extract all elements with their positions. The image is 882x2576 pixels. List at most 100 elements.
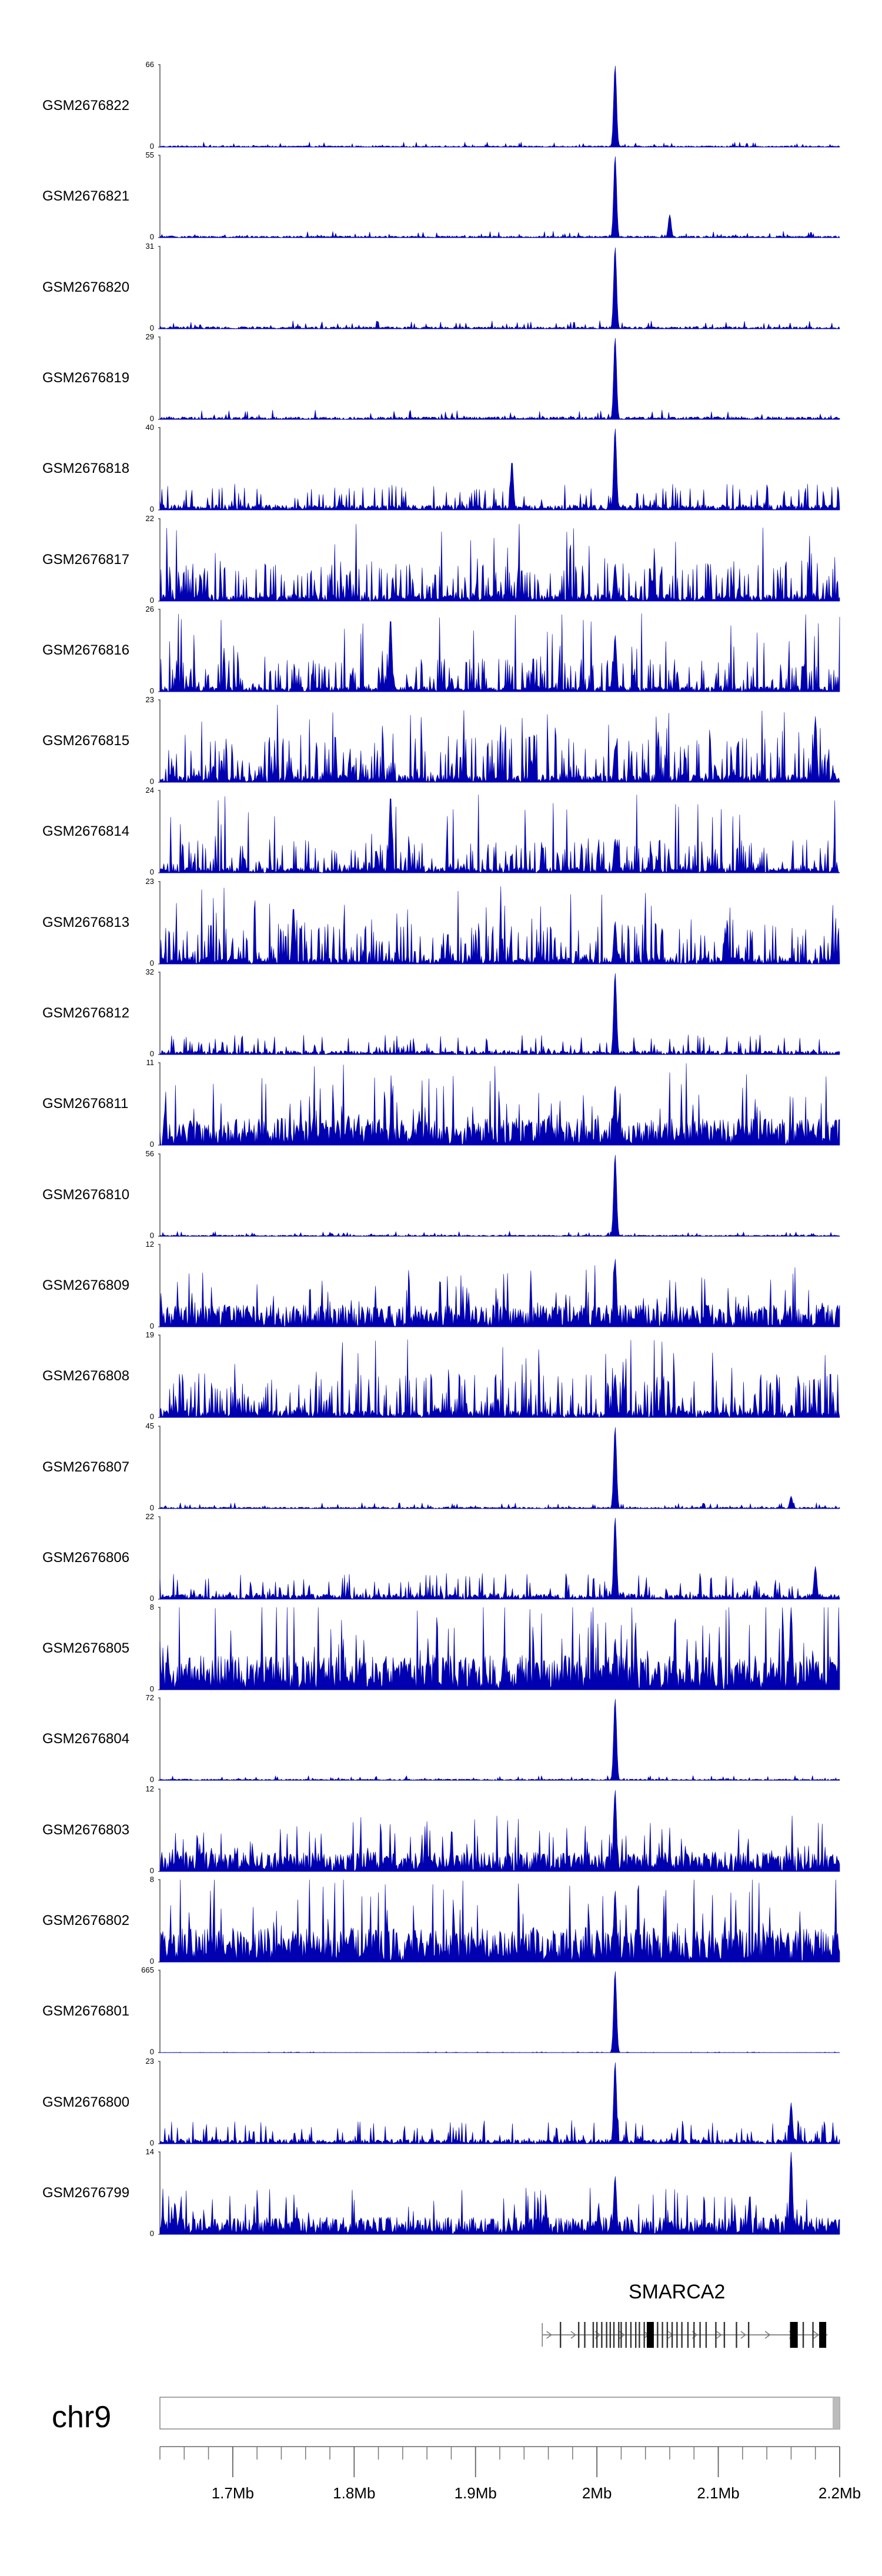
- coverage-area: [159, 1339, 840, 1419]
- y-min-label: 0: [149, 1049, 154, 1058]
- coverage-area: [159, 705, 840, 783]
- y-min-label: 0: [149, 232, 154, 242]
- y-axis: [158, 609, 161, 692]
- gene-exon: [812, 2322, 814, 2348]
- chromosome-ideogram: [159, 2397, 840, 2430]
- coverage-plot: [158, 1153, 840, 1237]
- y-axis: [158, 1153, 161, 1237]
- track-GSM2676817: GSM2676817 22 0: [0, 514, 882, 610]
- track-GSM2676822: GSM2676822 66 0: [0, 60, 882, 156]
- coverage-area: [159, 886, 840, 965]
- gene-exon: [606, 2322, 607, 2348]
- coverage-area: [159, 613, 840, 692]
- y-max-label: 23: [145, 876, 154, 886]
- y-axis: [158, 64, 161, 148]
- y-max-label: 45: [145, 1421, 154, 1430]
- y-max-label: 72: [145, 1693, 154, 1703]
- y-axis: [158, 336, 161, 420]
- gene-exon: [560, 2322, 562, 2348]
- track-GSM2676810: GSM2676810 56 0: [0, 1149, 882, 1245]
- track-GSM2676803: GSM2676803 12 0: [0, 1784, 882, 1880]
- ideogram-band: [833, 2397, 840, 2429]
- gene-annotation-track: SMARCA2: [0, 2270, 882, 2364]
- coverage-area: [159, 429, 840, 511]
- strand-arrow: [546, 2331, 552, 2339]
- y-min-label: 0: [149, 323, 154, 332]
- y-min-label: 0: [149, 1775, 154, 1784]
- y-axis: [158, 1516, 161, 1600]
- coverage-area: [159, 2062, 840, 2144]
- chromosome-name: chr9: [52, 2400, 112, 2434]
- gene-exon: [723, 2322, 726, 2348]
- y-axis: [158, 2151, 161, 2235]
- gene-exon: [687, 2322, 689, 2348]
- y-axis: [158, 1334, 161, 1418]
- gene-exon: [596, 2322, 598, 2348]
- track-label: GSM2676821: [42, 188, 130, 205]
- coverage-plot: [158, 1425, 840, 1509]
- gene-exon: [705, 2322, 707, 2348]
- y-min-label: 0: [149, 1866, 154, 1875]
- track-label: GSM2676822: [42, 98, 130, 114]
- gene-exon: [681, 2322, 683, 2348]
- y-axis: [158, 1970, 161, 2054]
- y-max-label: 23: [145, 695, 154, 705]
- track-GSM2676820: GSM2676820 31 0: [0, 242, 882, 338]
- coverage-plot: [158, 245, 840, 329]
- y-axis: [158, 790, 161, 874]
- coverage-area: [159, 2151, 840, 2235]
- y-axis: [158, 880, 161, 965]
- track-GSM2676816: GSM2676816 26 0: [0, 605, 882, 700]
- y-min-label: 0: [149, 1321, 154, 1330]
- coverage-area: [159, 1427, 840, 1509]
- track-GSM2676801: GSM2676801 665 0: [0, 1966, 882, 2061]
- gene-exon: [662, 2322, 663, 2348]
- coverage-plot: [158, 1607, 840, 1690]
- y-min-label: 0: [149, 2138, 154, 2147]
- y-min-label: 0: [149, 1684, 154, 1694]
- track-label: GSM2676817: [42, 551, 130, 568]
- gene-exon: [584, 2322, 586, 2348]
- y-axis: [158, 155, 161, 239]
- gene-exon: [625, 2322, 627, 2348]
- y-min-label: 0: [149, 142, 154, 151]
- coverage-plot: [158, 155, 840, 239]
- y-max-label: 14: [145, 2147, 154, 2156]
- gene-exon: [643, 2322, 645, 2348]
- track-label: GSM2676803: [42, 1821, 130, 1838]
- y-axis: [158, 245, 161, 329]
- coverage-plot: [158, 972, 840, 1056]
- gene-exon: [802, 2322, 804, 2348]
- track-label: GSM2676811: [42, 1096, 129, 1112]
- y-axis: [158, 699, 161, 783]
- gene-exon: [693, 2322, 695, 2348]
- gene-name-label: SMARCA2: [629, 2281, 726, 2303]
- y-max-label: 19: [145, 1330, 154, 1340]
- track-GSM2676808: GSM2676808 19 0: [0, 1330, 882, 1426]
- y-axis: [158, 1607, 161, 1690]
- tick-label: 1.8Mb: [333, 2484, 376, 2502]
- gene-exon: [657, 2322, 659, 2348]
- track-GSM2676821: GSM2676821 55 0: [0, 151, 882, 246]
- track-label: GSM2676799: [42, 2184, 130, 2201]
- y-min-label: 0: [149, 1957, 154, 1966]
- y-max-label: 40: [145, 423, 154, 432]
- track-label: GSM2676809: [42, 1277, 130, 1293]
- coverage-area: [159, 1063, 840, 1146]
- track-GSM2676804: GSM2676804 72 0: [0, 1693, 882, 1789]
- track-label: GSM2676813: [42, 914, 130, 930]
- coverage-plot: [158, 427, 840, 511]
- y-axis: [158, 972, 161, 1055]
- coverage-plot: [158, 1244, 840, 1327]
- gene-exon: [592, 2322, 594, 2348]
- track-label: GSM2676819: [42, 369, 130, 386]
- coverage-plot: [158, 880, 840, 965]
- track-GSM2676809: GSM2676809 12 0: [0, 1240, 882, 1336]
- y-max-label: 31: [145, 241, 154, 251]
- y-min-label: 0: [149, 1230, 154, 1240]
- y-min-label: 0: [149, 1503, 154, 1512]
- track-label: GSM2676806: [42, 1549, 130, 1566]
- track-GSM2676807: GSM2676807 45 0: [0, 1422, 882, 1517]
- y-axis: [158, 1244, 161, 1327]
- y-axis: [158, 518, 161, 602]
